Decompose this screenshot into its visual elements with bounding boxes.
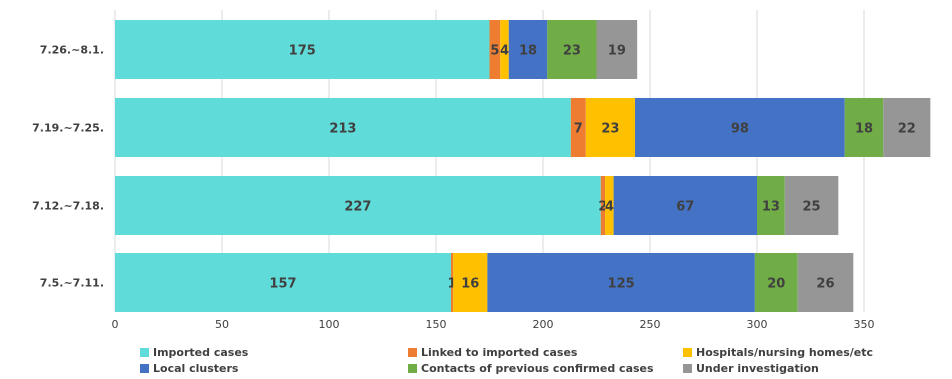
data-label: 22: [898, 122, 916, 137]
data-label: 19: [608, 44, 626, 59]
data-label: 13: [762, 200, 780, 215]
category-labels: 7.26.~8.1. 7.19.~7.25. 7.12.~7.18. 7.5.~7.1…: [32, 44, 104, 290]
category-label: 7.26.~8.1.: [40, 44, 104, 57]
legend-label: Imported cases: [153, 346, 249, 359]
x-tick-label: 0: [112, 318, 119, 331]
x-tick-label: 100: [319, 318, 340, 331]
data-label: 4: [605, 200, 614, 215]
legend-label: Hospitals/nursing homes/etc: [696, 346, 873, 359]
data-label: 25: [803, 200, 821, 215]
bar-segment: [547, 20, 597, 79]
x-tick-label: 150: [426, 318, 447, 331]
bar-segment: [453, 253, 488, 312]
data-label: 227: [344, 200, 371, 215]
data-label: 157: [269, 277, 296, 292]
data-label: 18: [519, 44, 537, 59]
bar-segment: [487, 253, 755, 312]
x-tick-label: 50: [215, 318, 229, 331]
bar-segment: [115, 253, 451, 312]
data-label: 16: [461, 277, 479, 292]
bar-segment: [635, 98, 845, 157]
legend: Imported cases Linked to imported cases Ho…: [140, 346, 873, 375]
bar-segment: [585, 98, 636, 157]
legend-swatch: [140, 364, 149, 373]
legend-label: Contacts of previous confirmed cases: [421, 362, 654, 375]
data-label: 18: [855, 122, 873, 137]
bar-segment: [600, 176, 606, 235]
data-label: 213: [329, 122, 356, 137]
category-label: 7.5.~7.11.: [40, 277, 104, 290]
data-label: 7: [574, 122, 583, 137]
x-tick-label: 200: [533, 318, 554, 331]
bar-segment: [115, 98, 571, 157]
legend-label: Local clusters: [153, 362, 239, 375]
bar-segment: [605, 176, 614, 235]
bar-segment: [115, 176, 601, 235]
data-label: 4: [500, 44, 509, 59]
category-label: 7.19.~7.25.: [32, 122, 104, 135]
bar-segment: [596, 20, 638, 79]
x-tick-label: 300: [747, 318, 768, 331]
data-label: 2: [598, 200, 607, 215]
bar-segment: [115, 20, 490, 79]
data-label: 26: [816, 277, 834, 292]
legend-swatch: [683, 364, 692, 373]
bar-segment: [784, 176, 839, 235]
bar-segment: [844, 98, 884, 157]
data-label: 23: [601, 122, 619, 137]
bar-segment: [757, 176, 785, 235]
bar-segment: [489, 20, 501, 79]
category-label: 7.12.~7.18.: [32, 200, 104, 213]
bar-segment: [883, 98, 931, 157]
data-label: 98: [731, 122, 749, 137]
legend-label: Linked to imported cases: [421, 346, 578, 359]
x-axis: 0 50 100 150 200 250 300 350: [112, 318, 875, 331]
bar-segment: [570, 98, 586, 157]
legend-swatch: [140, 348, 149, 357]
bar-segment: [508, 20, 548, 79]
bar-segment: [613, 176, 757, 235]
bar-segment: [500, 20, 509, 79]
data-label: 23: [563, 44, 581, 59]
x-tick-label: 250: [640, 318, 661, 331]
legend-label: Under investigation: [696, 362, 819, 375]
data-label: 125: [608, 277, 635, 292]
x-tick-label: 350: [854, 318, 875, 331]
data-label: 5: [490, 44, 499, 59]
legend-swatch: [408, 348, 417, 357]
bar-segment: [797, 253, 854, 312]
legend-swatch: [683, 348, 692, 357]
data-label: 20: [767, 277, 785, 292]
data-label: 67: [676, 200, 694, 215]
data-label: 1: [448, 277, 457, 292]
data-label: 175: [289, 44, 316, 59]
legend-swatch: [408, 364, 417, 373]
bar-segment: [754, 253, 798, 312]
bar-segment: [450, 253, 454, 312]
